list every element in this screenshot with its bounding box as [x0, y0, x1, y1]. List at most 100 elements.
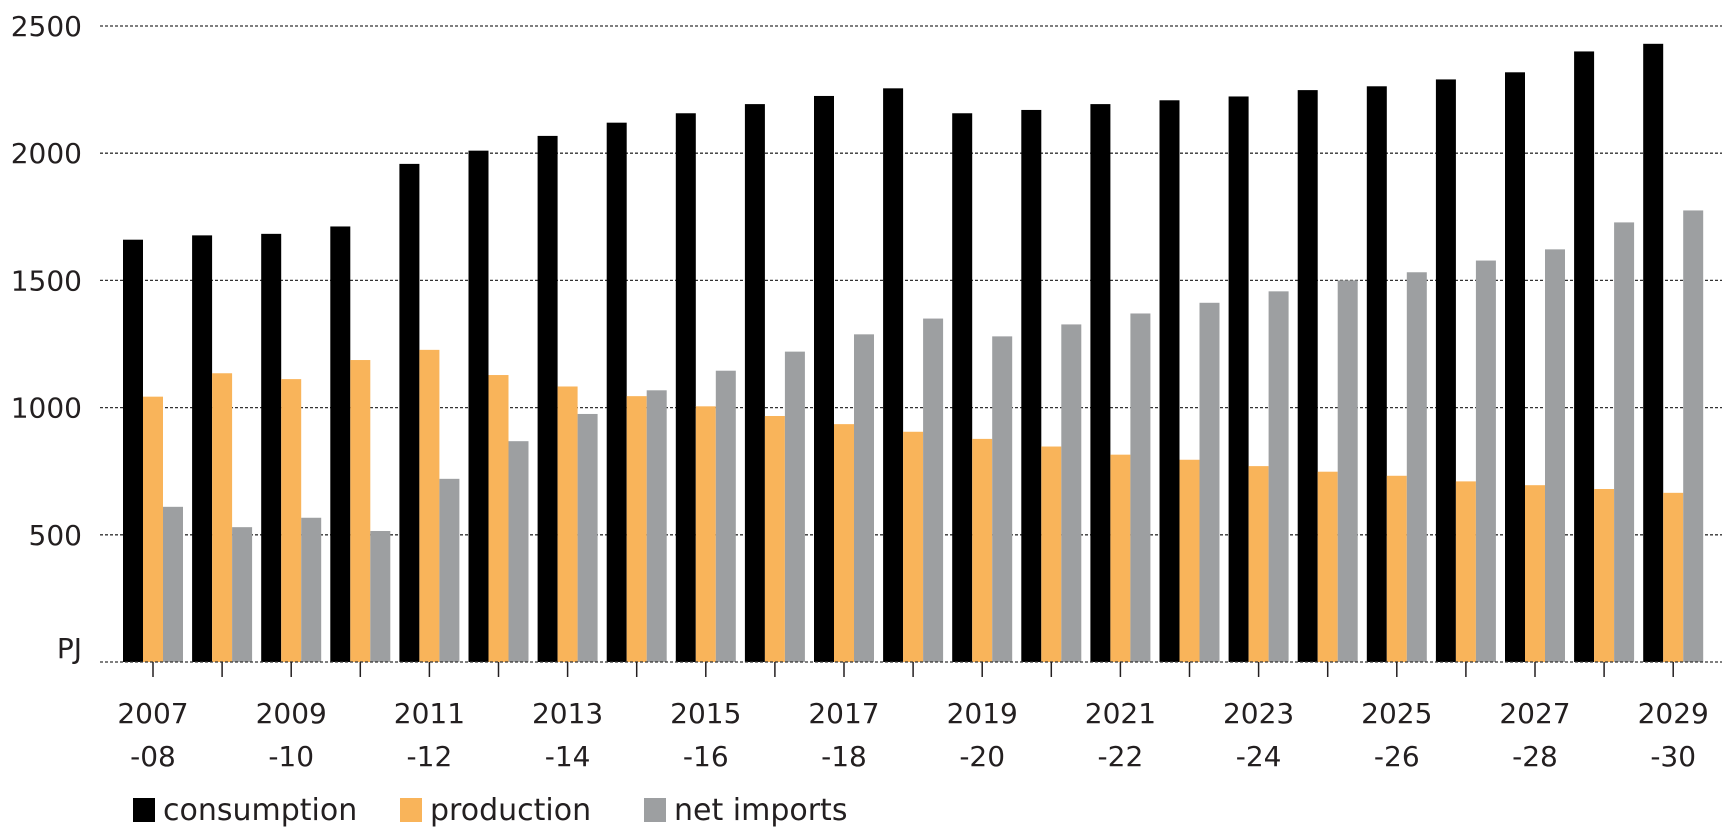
bar-consumption — [1228, 96, 1249, 662]
x-tick-label: -30 — [1650, 740, 1696, 773]
x-tick-label: -12 — [407, 740, 453, 773]
bar-consumption — [123, 239, 143, 663]
bar-consumption — [952, 113, 973, 662]
bar-production — [1317, 471, 1338, 662]
y-tick-label: 1500 — [11, 264, 82, 297]
bar-consumption — [606, 122, 627, 662]
x-tick-label: -28 — [1512, 740, 1558, 773]
bar-net-imports — [715, 370, 736, 662]
y-tick-label: 500 — [29, 519, 82, 552]
legend: consumption production net imports — [133, 793, 847, 828]
x-tick-label: 2015 — [670, 697, 741, 730]
x-tick-label: 2027 — [1499, 697, 1570, 730]
legend-swatch-production — [400, 798, 422, 822]
bar-production — [1594, 489, 1615, 662]
legend-label-net-imports: net imports — [674, 793, 847, 828]
bar-production — [764, 415, 785, 662]
unit-label: PJ — [57, 632, 82, 665]
bar-consumption — [399, 163, 420, 662]
bar-consumption — [330, 226, 351, 662]
y-tick-label: 1000 — [11, 392, 82, 425]
x-tick-label: 2029 — [1638, 697, 1709, 730]
bar-net-imports — [1545, 249, 1565, 662]
bar-production — [1179, 459, 1200, 662]
bar-net-imports — [1406, 272, 1427, 662]
bar-net-imports — [1337, 280, 1358, 662]
bar-consumption — [814, 95, 834, 662]
bar-consumption — [675, 113, 696, 662]
bar-production — [1248, 466, 1269, 662]
x-tick-label: -26 — [1374, 740, 1420, 773]
x-tick-label: 2023 — [1223, 697, 1294, 730]
bar-net-imports — [992, 336, 1013, 662]
bar-production — [1041, 446, 1062, 662]
bar-consumption — [1574, 51, 1595, 662]
bar-production — [212, 373, 233, 662]
y-axis-ticks: 500 1000 1500 2000 2500 PJ — [11, 10, 82, 665]
bar-production — [419, 349, 440, 662]
bar-consumption — [883, 88, 904, 662]
bar-consumption — [1505, 72, 1525, 663]
bar-net-imports — [1614, 222, 1635, 663]
bar-net-imports — [370, 530, 391, 662]
bar-production — [972, 438, 993, 662]
bar-consumption — [1159, 100, 1180, 663]
bar-production — [1110, 454, 1131, 662]
bar-net-imports — [646, 390, 667, 662]
x-tick-label: 2025 — [1361, 697, 1432, 730]
x-tick-label: -10 — [268, 740, 314, 773]
bar-production — [903, 431, 924, 662]
bar-production — [1455, 481, 1476, 662]
bar-consumption — [537, 135, 558, 662]
bar-net-imports — [1268, 291, 1289, 662]
bar-net-imports — [301, 517, 322, 662]
bar-production — [695, 406, 716, 662]
bar-production — [1663, 492, 1684, 662]
bar-net-imports — [508, 441, 529, 662]
x-tick-label: 2017 — [808, 697, 879, 730]
legend-swatch-consumption — [133, 798, 155, 822]
bar-production — [1525, 485, 1545, 662]
x-tick-label: -14 — [545, 740, 591, 773]
x-tick-label: -22 — [1098, 740, 1144, 773]
bar-production — [626, 396, 647, 662]
bar-production — [557, 386, 578, 662]
x-tick-label: 2019 — [947, 697, 1018, 730]
bar-net-imports — [1061, 324, 1082, 662]
legend-label-consumption: consumption — [163, 793, 357, 828]
bar-net-imports — [1475, 260, 1496, 662]
bar-production — [1386, 475, 1407, 662]
legend-swatch-net-imports — [644, 798, 666, 822]
x-tick-label: 2007 — [117, 697, 188, 730]
bar-net-imports — [854, 334, 874, 662]
bar-consumption — [1366, 86, 1387, 663]
bar-net-imports — [439, 478, 460, 662]
bar-net-imports — [163, 506, 183, 662]
bar-production — [281, 379, 302, 662]
legend-label-production: production — [430, 793, 591, 828]
bar-consumption — [468, 150, 489, 662]
x-tick-label: -24 — [1236, 740, 1282, 773]
bar-net-imports — [577, 413, 598, 662]
bar-net-imports — [1130, 313, 1151, 662]
bar-consumption — [1090, 104, 1111, 662]
x-tick-label: -18 — [821, 740, 867, 773]
bar-consumption — [1643, 43, 1664, 663]
bar-production — [350, 360, 371, 662]
bar-production — [488, 375, 509, 662]
x-tick-label: -16 — [683, 740, 729, 773]
bar-consumption — [1021, 109, 1042, 662]
x-tick-label: -08 — [130, 740, 176, 773]
bar-consumption — [744, 104, 765, 662]
y-tick-label: 2500 — [11, 10, 82, 43]
bar-consumption — [261, 233, 282, 663]
bar-production — [834, 424, 854, 662]
bars — [123, 43, 1704, 663]
x-tick-label: 2021 — [1085, 697, 1156, 730]
x-tick-label: 2009 — [256, 697, 327, 730]
bar-consumption — [1297, 90, 1318, 662]
bar-consumption — [1435, 79, 1456, 662]
x-axis: 2007 -08 2009 -10 2011 -12 2013 -14 2015 -16 2017 -… — [100, 661, 1722, 773]
bar-net-imports — [1683, 210, 1704, 662]
